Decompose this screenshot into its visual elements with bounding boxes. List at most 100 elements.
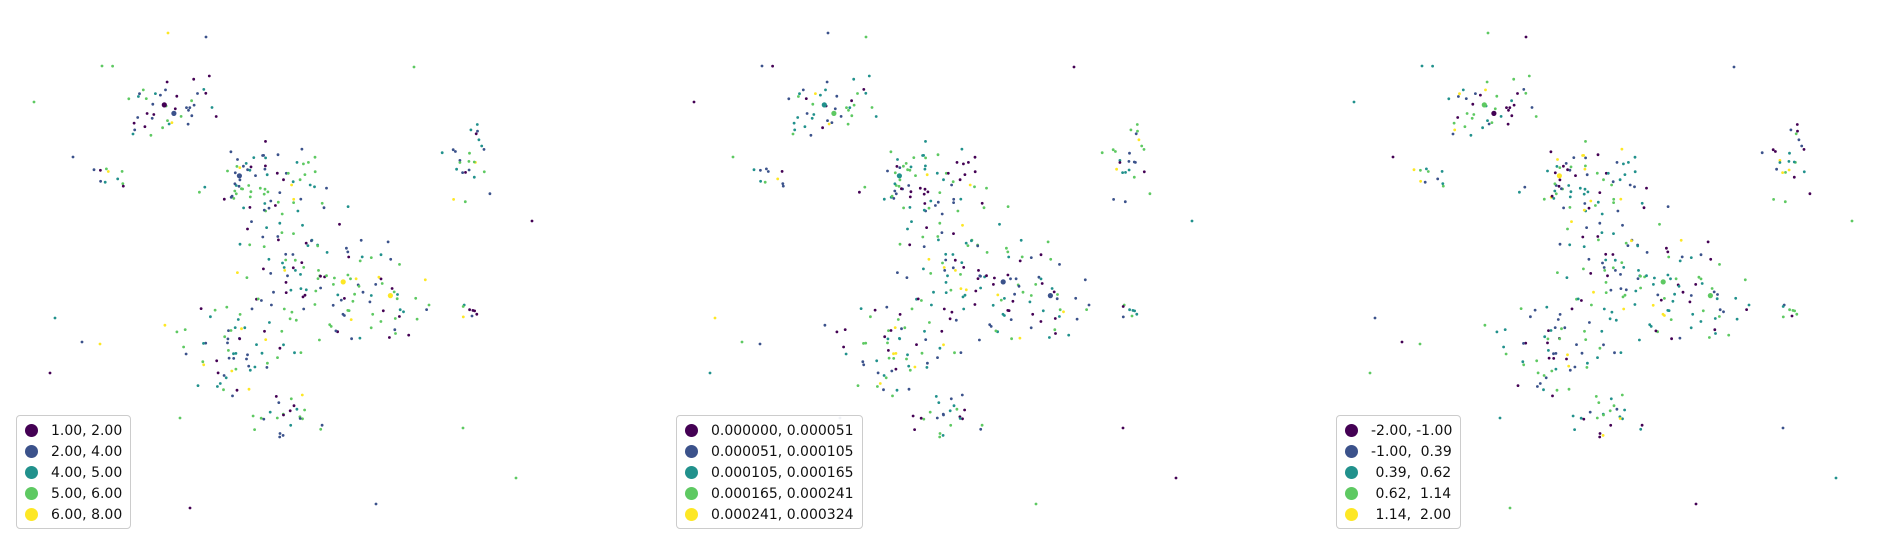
map-point [32, 100, 36, 104]
map-point [944, 281, 948, 284]
map-point [1792, 160, 1796, 164]
map-point [1666, 250, 1670, 254]
map-point [1579, 416, 1583, 420]
map-point [235, 165, 239, 168]
map-point [1658, 222, 1661, 226]
map-point [946, 274, 949, 278]
map-point [949, 397, 953, 401]
map-point [951, 266, 955, 270]
map-point [900, 327, 903, 331]
map-point [920, 351, 924, 355]
map-point [1633, 185, 1636, 189]
map-point [805, 112, 809, 115]
map-point [1011, 299, 1015, 303]
map-point [1787, 160, 1791, 163]
map-point [458, 161, 462, 164]
map-point [856, 92, 859, 95]
map-point [179, 115, 183, 118]
map-point [414, 296, 418, 300]
map-point [470, 314, 474, 318]
map-point [238, 242, 242, 246]
map-point [293, 351, 296, 355]
map-point [906, 227, 909, 231]
map-point [1521, 360, 1525, 364]
map-point [1174, 476, 1178, 480]
map-point [958, 178, 962, 182]
map-point [1039, 277, 1043, 281]
map-point [313, 170, 317, 174]
map-point [322, 206, 326, 210]
map-point [1663, 297, 1666, 300]
map-point [278, 191, 282, 195]
map-point [798, 92, 801, 96]
map-point [374, 283, 378, 286]
map-point [269, 199, 273, 203]
map-point [407, 333, 411, 337]
map-point [1558, 178, 1562, 182]
map-point [1471, 102, 1475, 106]
map-point [278, 432, 282, 435]
legend-marker [25, 466, 38, 479]
map-point [1636, 277, 1640, 280]
map-point [289, 423, 293, 427]
map-point [1624, 288, 1628, 292]
map-point [1536, 385, 1539, 388]
map-point [925, 226, 928, 230]
map-point [265, 173, 269, 177]
map-point [994, 329, 998, 333]
map-point [993, 276, 996, 280]
map-point [974, 289, 978, 293]
map-point [992, 283, 995, 286]
map-point [927, 206, 931, 210]
map-point [268, 410, 272, 414]
map-point [898, 166, 902, 170]
map-point [264, 338, 268, 341]
map-point [345, 246, 348, 250]
map-point [1611, 180, 1615, 184]
map-point [313, 303, 317, 306]
map-point [1558, 242, 1562, 246]
map-point [959, 351, 963, 354]
map-point [902, 164, 905, 168]
map-point [1074, 296, 1078, 300]
map-point [1352, 100, 1356, 104]
map-point [1663, 314, 1666, 317]
legend-item: 0.000105, 0.000165 [685, 462, 854, 483]
map-point [1053, 317, 1057, 320]
map-point [1622, 307, 1626, 311]
map-point [1689, 256, 1693, 259]
map-point [760, 64, 764, 68]
map-point [275, 416, 279, 420]
map-point [1557, 184, 1561, 188]
map-point [978, 338, 981, 342]
map-point [334, 329, 338, 333]
map-point [956, 209, 960, 213]
map-point [1547, 349, 1550, 352]
map-point [692, 100, 696, 104]
map-point [1058, 315, 1061, 318]
map-point [266, 361, 269, 365]
map-point [1469, 133, 1473, 137]
map-point [1550, 194, 1554, 198]
map-point [1010, 337, 1013, 341]
map-point [922, 245, 926, 249]
map-point [937, 401, 941, 404]
map-point [463, 200, 467, 204]
map-point [1666, 273, 1670, 277]
map-point [1598, 435, 1602, 439]
map-point [1047, 293, 1053, 299]
map-point [979, 286, 982, 290]
map-point [864, 91, 868, 95]
map-point [1440, 170, 1444, 173]
map-point [1536, 371, 1540, 375]
map-point [295, 407, 299, 411]
map-point [291, 266, 295, 270]
map-point [896, 173, 902, 179]
map-point [1465, 112, 1469, 115]
map-point [392, 290, 396, 294]
map-point [911, 414, 915, 418]
map-point [1136, 129, 1139, 133]
map-point [1760, 151, 1764, 155]
map-point [959, 273, 962, 276]
legend-item: 0.39, 0.62 [1345, 462, 1452, 483]
